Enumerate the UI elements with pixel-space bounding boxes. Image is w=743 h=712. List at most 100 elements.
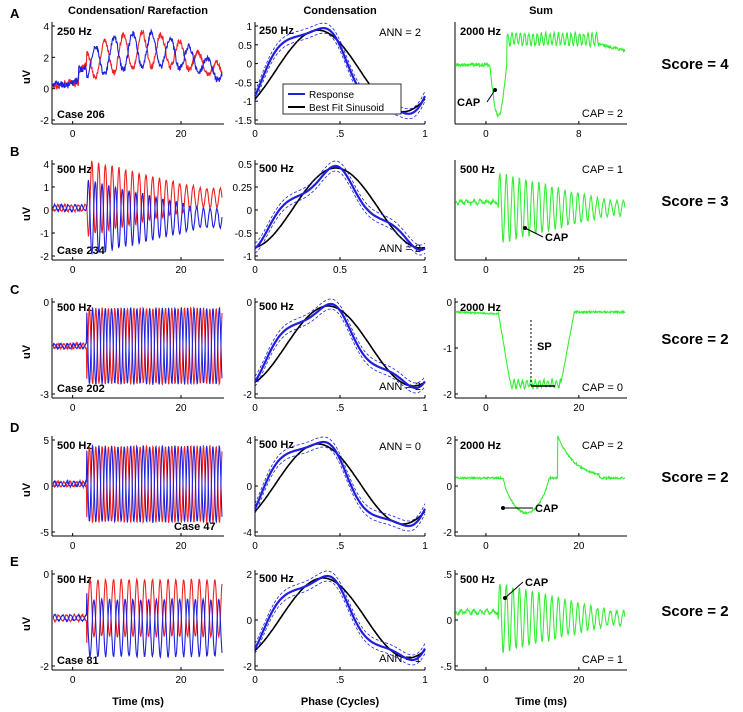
cap-arrow-B [524, 227, 544, 238]
response-trace-D [253, 440, 426, 528]
x-axis-label-right: Time (ms) [515, 696, 567, 708]
mid-A-xtick-label: 0 [252, 129, 258, 140]
left-case-B: Case 234 [57, 245, 106, 257]
mid-C-xtick-label: 1 [422, 403, 428, 414]
cap-arrow-A [486, 89, 496, 103]
cap-annotation-D: CAP [535, 503, 558, 515]
left-B-ytick-label: 4 [43, 160, 49, 171]
left-case-C: Case 202 [57, 383, 105, 395]
left-case-A: Case 206 [57, 109, 105, 121]
legend-response: Response [309, 90, 354, 101]
row-letter-B: B [10, 144, 19, 159]
mid-B-ytick-label: 0 [246, 206, 252, 217]
right-C-ytick-label: 0 [446, 298, 452, 309]
left-freq-E: 500 Hz [57, 574, 92, 586]
left-ylabel-E: uV [21, 616, 33, 631]
row-letter-C: C [10, 282, 20, 297]
mid-C-xtick-label: 0 [252, 403, 258, 414]
mid-B-ytick-label: 0.5 [238, 160, 252, 171]
mid-E-xtick-label: .5 [336, 675, 345, 686]
right-A-xtick-label: 0 [483, 129, 489, 140]
right-D-ytick-label: -2 [443, 528, 452, 539]
response-ci-lower-A [254, 32, 426, 120]
left-D-ytick-label: -5 [40, 528, 49, 539]
legend-fit: Best Fit Sinusoid [309, 103, 384, 114]
left-D-ytick-label: 0 [43, 482, 49, 493]
legend: Response Best Fit Sinusoid [282, 83, 402, 115]
condensation-trace-A [52, 28, 223, 89]
x-axis-label-middle: Phase (Cycles) [301, 696, 380, 708]
mid-D-xtick-label: 1 [422, 541, 428, 552]
mid-E-ytick-label: -2 [243, 662, 252, 673]
rarefaction-trace-A [52, 29, 223, 90]
mid-A-ytick-label: 0 [246, 60, 252, 71]
mid-D-ytick-label: -4 [243, 528, 252, 539]
mid-E-xtick-label: 1 [422, 675, 428, 686]
right-D-xtick-label: 0 [483, 541, 489, 552]
response-trace-C [254, 302, 426, 390]
left-B-ytick-label: 1 [43, 183, 49, 194]
mid-C-xtick-label: .5 [336, 403, 345, 414]
condensation-trace-B [52, 180, 223, 255]
mid-A-ytick-label: -1 [243, 97, 252, 108]
left-A-ytick-label: -2 [40, 116, 49, 127]
sum-trace-E [455, 583, 626, 653]
mid-B-ytick-label: -0.5 [235, 229, 253, 240]
sum-trace-A [455, 29, 626, 119]
cap-arrowhead-D [501, 506, 505, 510]
left-A-ytick-label: 2 [43, 53, 49, 64]
response-ci-upper-B [254, 160, 426, 246]
mid-B-ytick-label: 0.25 [233, 183, 253, 194]
mid-E-xtick-label: 0 [252, 675, 258, 686]
mid-B-xtick-label: 0 [252, 265, 258, 276]
left-C-ytick-label: -3 [40, 390, 49, 401]
left-E-xtick-label: 20 [175, 675, 187, 686]
mid-freq-B: 500 Hz [259, 163, 294, 175]
response-ci-lower-C [254, 308, 426, 394]
response-ci-lower-E [254, 580, 426, 666]
mid-freq-C: 500 Hz [259, 301, 294, 313]
right-cap-A: CAP = 2 [582, 108, 623, 120]
mid-freq-E: 500 Hz [259, 573, 294, 585]
left-A-ytick-label: 0 [43, 85, 49, 96]
left-C-xtick-label: 20 [175, 403, 187, 414]
right-C-ytick-label: -1 [443, 344, 452, 355]
mid-ann-C: ANN = 2 [379, 381, 421, 393]
right-B-xtick-label: 25 [573, 265, 585, 276]
right-E-ytick-label: .5 [444, 570, 453, 581]
right-freq-C: 2000 Hz [460, 302, 501, 314]
mid-freq-D: 500 Hz [259, 439, 294, 451]
left-C-ytick-label: 0 [43, 298, 49, 309]
column-title-left: Condensation/ Rarefaction [68, 5, 208, 17]
response-ci-upper-C [254, 298, 426, 384]
score-A: Score = 4 [661, 56, 729, 73]
cap-arrow-E [504, 581, 524, 599]
sum-trace-D [455, 435, 626, 515]
left-A-xtick-label: 20 [175, 129, 187, 140]
left-A-ytick-label: 4 [43, 22, 49, 33]
right-B-xtick-label: 0 [483, 265, 489, 276]
right-freq-A: 2000 Hz [460, 26, 501, 38]
left-freq-A: 250 Hz [57, 26, 92, 38]
left-case-D: Case 47 [174, 521, 216, 533]
mid-D-xtick-label: 0 [252, 541, 258, 552]
left-D-xtick-label: 20 [175, 541, 187, 552]
left-D-ytick-label: 5 [43, 436, 49, 447]
left-freq-D: 500 Hz [57, 440, 92, 452]
right-D-xtick-label: 20 [573, 541, 585, 552]
left-freq-C: 500 Hz [57, 302, 92, 314]
cap-arrowhead-B [523, 226, 527, 230]
column-title-middle: Condensation [303, 5, 377, 17]
mid-D-xtick-label: .5 [336, 541, 345, 552]
mid-freq-A: 250 Hz [259, 25, 294, 37]
left-ylabel-C: uV [21, 344, 33, 359]
response-ci-upper-D [254, 436, 426, 522]
response-ci-lower-B [254, 170, 426, 256]
right-C-ytick-label: -2 [443, 390, 452, 401]
left-ylabel-A: uV [21, 69, 33, 84]
mid-ann-E: ANN = 1 [379, 653, 421, 665]
right-freq-B: 500 Hz [460, 164, 495, 176]
mid-ann-A: ANN = 2 [379, 27, 421, 39]
left-E-ytick-label: -2 [40, 662, 49, 673]
